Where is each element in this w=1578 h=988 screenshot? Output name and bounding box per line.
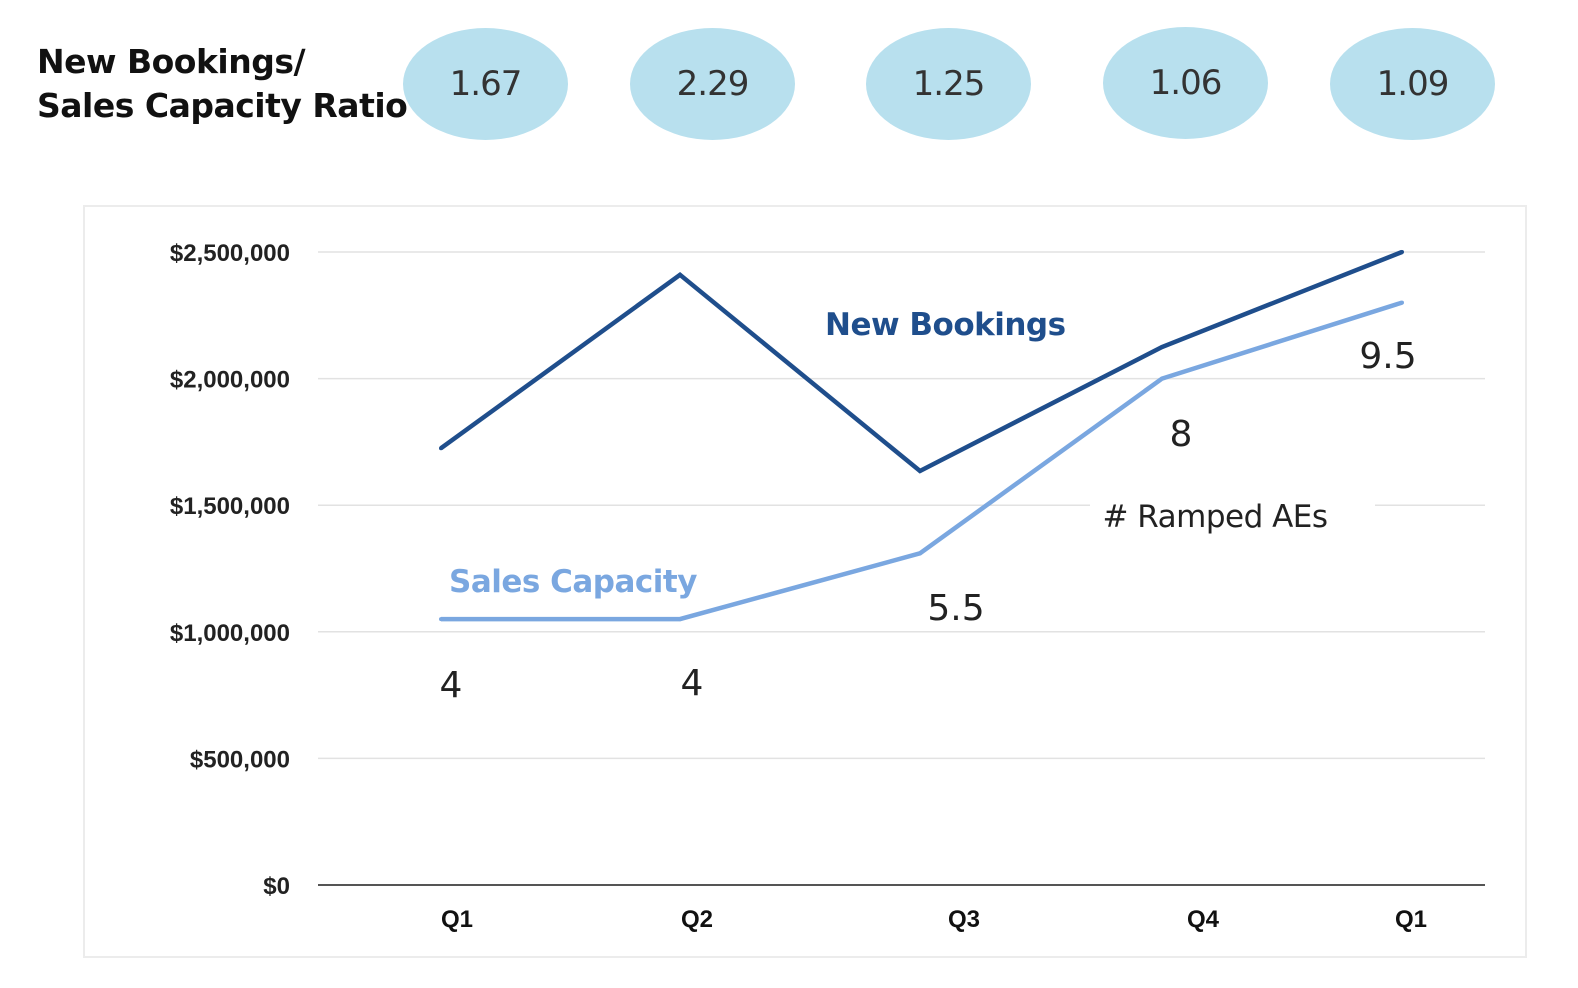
annotation-mask [1000,580,1470,630]
x-tick-label: Q1 [441,906,473,933]
sales-capacity-point [439,617,443,622]
sales-capacity-label: Sales Capacity [449,564,697,600]
ratio-bubble-5: 1.09 [1330,28,1495,140]
new-bookings-point [439,446,443,451]
sales-capacity-point [918,551,922,556]
sales-capacity-point [1160,376,1164,381]
ramped-ae-value: 4 [440,665,463,706]
ratio-bubble-2: 2.29 [630,28,795,140]
x-tick-label: Q3 [948,906,980,933]
x-tick-label: Q2 [681,906,713,933]
y-tick-label: $0 [263,873,290,900]
ratio-bubble-3: 1.25 [866,28,1031,140]
ratio-title-line2: Sales Capacity Ratio [37,86,408,125]
sales-capacity-point [1400,300,1404,305]
ramped-ae-value: 9.5 [1359,336,1416,377]
ratio-bubble-4: 1.06 [1103,27,1268,139]
x-tick-label: Q4 [1187,906,1220,933]
ratio-bubble-1: 1.67 [403,28,568,140]
new-bookings-point [918,469,922,473]
ratio-title-line1: New Bookings/ [37,42,306,81]
new-bookings-point [1400,250,1404,254]
y-tick-label: $1,000,000 [170,620,290,647]
y-tick-label: $500,000 [190,746,290,773]
y-tick-label: $2,500,000 [170,240,290,267]
ramped-ae-value: 5.5 [927,588,984,629]
new-bookings-point [678,272,682,277]
new-bookings-point [1160,345,1164,349]
y-tick-label: $2,000,000 [170,367,290,394]
chart-frame [83,205,1527,958]
x-tick-label: Q1 [1395,906,1427,933]
ramped-ae-value: 8 [1170,414,1193,455]
new-bookings-label: New Bookings [825,307,1066,343]
ratio-title: New Bookings/ Sales Capacity Ratio [37,40,408,128]
ramped-ae-title: # Ramped AEs [1102,499,1327,535]
new-bookings-line [439,249,1403,474]
y-tick-label: $1,500,000 [170,493,290,520]
sales-capacity-point [678,617,682,622]
ramped-ae-value: 4 [681,663,704,704]
annotation-mask [1090,492,1375,542]
